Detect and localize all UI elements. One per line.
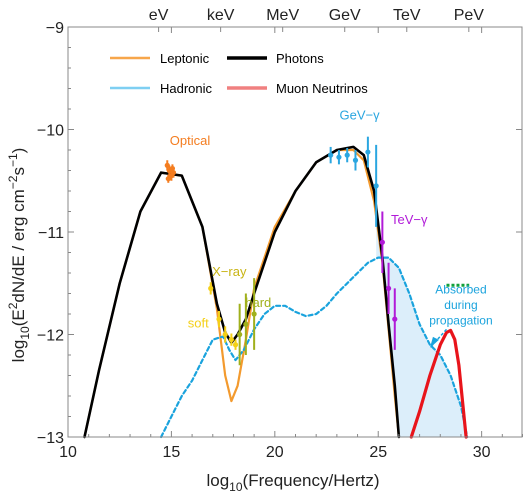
legend-label-neutrinos: Muon Neutrinos [276,81,368,96]
y-tick-label-1: −12 [37,328,64,345]
legend-label-leptonic: Leptonic [160,51,210,66]
x-tick-label-0: 10 [59,444,77,461]
legend: Leptonic Hadronic Photons Muon Neutrinos [110,51,368,96]
x-axis-label: log10(Frequency/Hertz) [206,471,379,493]
y-axis-label: log10(E2dN/dE / erg cm−2s−1) [6,148,32,363]
tick-layer: 10 15 20 25 30 −13 −12 −11 −10 −9 eV keV MeV GeV TeV Pe… [37,7,523,461]
y-tick-label-0: −13 [37,430,64,447]
point-xray-2 [222,331,228,338]
y-tick-label-3: −10 [37,123,64,140]
point-gev-5 [373,183,379,189]
annotation-gevlabel: GeV−γ [340,107,381,122]
top-axis-label-pev: PeV [454,7,485,24]
point-optical-4 [165,176,171,182]
point-xray-4 [232,342,239,348]
top-axis-label-kev: keV [207,7,235,24]
point-xray-0 [208,285,214,291]
point-tev-2 [392,316,398,322]
y-tick-label-2: −11 [38,225,64,242]
legend-label-hadronic: Hadronic [160,81,213,96]
top-axis-label-gev: GeV [329,7,361,24]
point-hard-2 [251,311,257,317]
x-tick-label-2: 20 [266,444,284,461]
point-hard-1 [243,321,249,327]
series-leptonic-line [83,148,400,439]
point-xray-3 [228,337,234,343]
absorbed-arrow-head [429,336,439,348]
point-gev-1 [336,154,342,160]
annotation-layer: Optical GeV−γ TeV−γ X−ray hard soft Absorbeddu… [170,107,493,349]
top-axis-label-mev: MeV [266,7,299,24]
annotation-hardlabel: hard [245,295,271,310]
series-photons-line [83,145,401,439]
x-tick-label-3: 25 [369,444,387,461]
point-gev-4 [365,149,371,155]
point-gev-2 [344,152,350,158]
series-neutrinos-line [409,328,468,439]
top-axis-label-ev: eV [149,7,169,24]
point-tev-0 [379,239,385,245]
annotation-tevlabel: TeV−γ [391,212,428,227]
absorbed-region [376,211,468,437]
annotation-absorbed1: Absorbed [435,283,486,297]
annotation-softlabel: soft [188,315,209,330]
x-tick-label-4: 30 [473,444,491,461]
annotation-optical: Optical [170,133,211,148]
point-optical-5 [169,165,176,172]
annotation-absorbed2: during [444,298,477,312]
point-xray-1 [216,316,222,322]
point-tev-1 [385,285,392,291]
annotation-absorbed3: propagation [429,313,492,327]
legend-label-photons: Photons [276,51,324,66]
x-tick-label-1: 15 [163,444,181,461]
annotation-xraylabel: X−ray [212,264,247,279]
point-gev-0 [328,152,334,158]
point-hard-0 [237,331,243,338]
absorbed-region-layer [376,211,468,437]
data-point-layer [164,136,470,366]
point-gev-3 [352,157,359,163]
y-tick-label-4: −9 [46,20,64,37]
top-axis-label-tev: TeV [393,7,421,24]
series-hadronic-line [160,256,469,439]
